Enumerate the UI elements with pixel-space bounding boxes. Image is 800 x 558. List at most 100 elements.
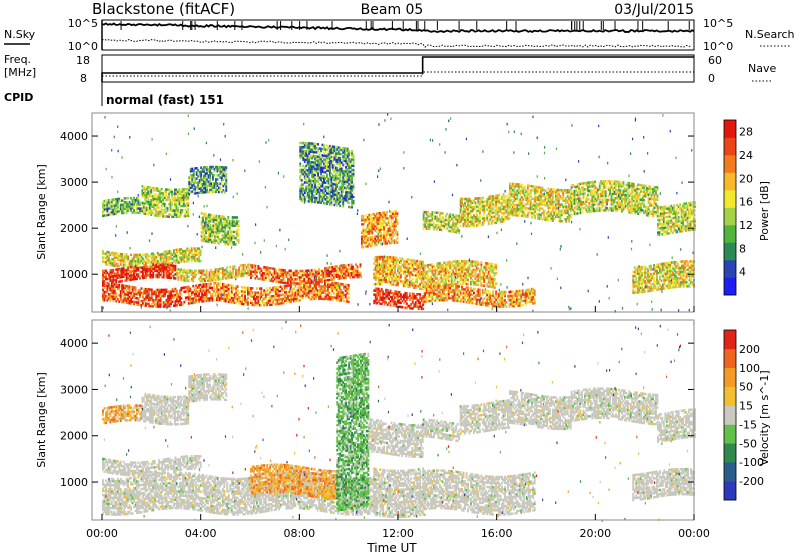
heatmap-cell [188,193,190,196]
heatmap-cell [222,189,224,192]
heatmap-cell [196,177,198,180]
heatmap-cell [357,266,359,269]
heatmap-cell [339,157,341,160]
heatmap-cell [340,289,342,292]
heatmap-cell [186,188,188,191]
heatmap-cell [117,252,119,255]
heatmap-cell [399,291,401,294]
heatmap-cell [238,229,240,232]
heatmap-cell [367,245,369,248]
heatmap-cell [256,287,258,290]
heatmap-cell [318,281,320,284]
heatmap-cell [284,269,286,272]
heatmap-cell [188,280,190,283]
heatmap-cell [396,257,398,260]
heatmap-cell [118,284,120,287]
noise-right-tick-bottom: 10^0 [703,40,733,53]
noise-sky-series [102,20,694,50]
heatmap-cell [353,169,355,172]
heatmap-cell [217,182,219,185]
heatmap-cell [422,308,424,311]
heatmap-cell [422,295,424,298]
heatmap-cell [135,286,137,289]
heatmap-cell [275,270,277,273]
heatmap-cell [452,269,454,272]
heatmap-cell [348,202,350,205]
heatmap-cell [252,275,254,278]
heatmap-cell [416,297,418,300]
heatmap-cell [382,290,384,293]
heatmap-cell [139,201,141,204]
heatmap-cell [319,183,321,186]
heatmap-cell [160,274,162,277]
heatmap-cell [406,302,408,305]
heatmap-cell [422,261,424,264]
heatmap-cell [238,267,240,270]
heatmap-cell [330,172,332,175]
station-title: Blackstone (fitACF) [92,0,235,18]
heatmap-cell [360,263,362,266]
noise-search-label: N.Search [745,28,795,41]
heatmap-cell [254,265,256,268]
heatmap-cell [381,288,383,291]
heatmap-cell [130,254,132,257]
heatmap-cell [333,292,335,295]
heatmap-cell [108,251,110,254]
heatmap-cell [176,290,178,293]
heatmap-cell [158,206,160,209]
heatmap-cell [269,271,271,274]
heatmap-cell [301,179,303,182]
heatmap-cell [172,262,174,265]
heatmap-cell [400,293,402,296]
heatmap-cell [104,280,106,283]
noise-panel: N.Sky 10^5 10^0 10^5 10^0 N.Search [4,17,795,53]
heatmap-cell [284,280,286,283]
heatmap-cell [348,264,350,267]
heatmap-cell [283,302,285,305]
heatmap-cell [313,194,315,197]
freq-tick-bottom: 8 [80,72,87,85]
heatmap-cell [363,223,365,226]
heatmap-cell [219,283,221,286]
heatmap-cell [127,267,129,270]
heatmap-cell [360,272,362,275]
heatmap-cell [353,154,355,157]
heatmap-cell [223,283,225,286]
freq-panel-frame [102,55,694,82]
heatmap-cell [203,270,205,273]
heatmap-cell [326,173,328,176]
heatmap-cell [348,292,350,295]
heatmap-cell [252,287,254,290]
heatmap-cell [260,287,262,290]
heatmap-cell [400,274,402,277]
heatmap-cell [188,276,190,279]
heatmap-cell [316,147,318,150]
heatmap-cell [127,256,129,259]
heatmap-cell [238,239,240,242]
heatmap-cell [182,303,184,306]
cpid-program: normal (fast) 151 [106,93,224,107]
heatmap-cell [217,178,219,181]
heatmap-cell [397,241,399,244]
heatmap-cell [299,299,301,302]
heatmap-cell [210,283,212,286]
heatmap-cell [339,205,341,208]
heatmap-cell [390,290,392,293]
heatmap-cell [236,216,238,219]
heatmap-cell [303,278,305,281]
heatmap-cell [378,288,380,291]
heatmap-cell [299,163,301,166]
heatmap-cell [165,205,167,208]
heatmap-cell [187,202,189,205]
heatmap-cell [180,293,182,296]
heatmap-cell [237,285,239,288]
heatmap-cell [363,246,365,249]
heatmap-cell [225,166,227,169]
heatmap-cell [409,292,411,295]
heatmap-cell [223,216,225,219]
heatmap-cell [406,292,408,295]
heatmap-cell [348,150,350,153]
heatmap-cell [161,188,163,191]
